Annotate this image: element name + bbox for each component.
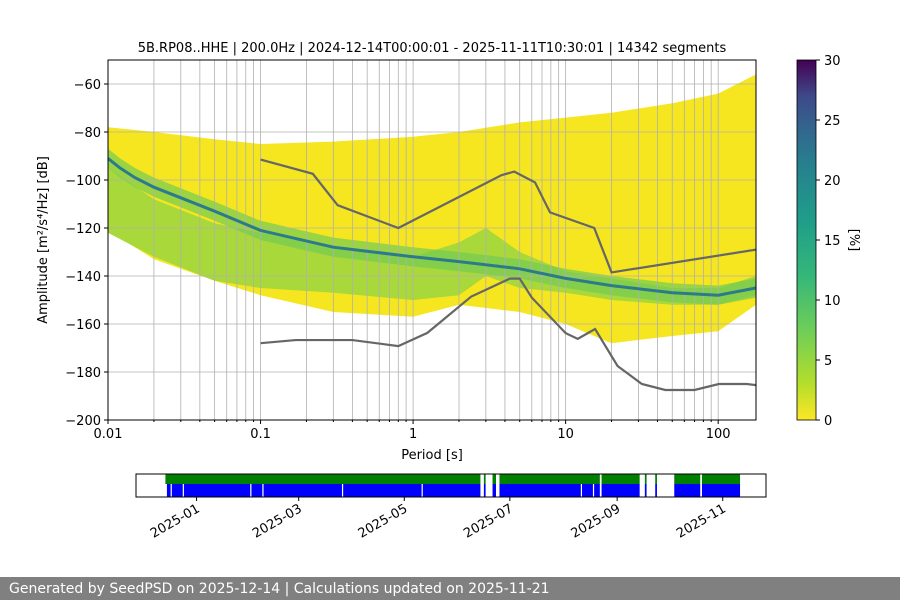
colorbar-tick-label: 0 — [824, 414, 832, 429]
timeline-tick-label: 2025-11 — [674, 501, 729, 541]
colorbar-tick-label: 5 — [824, 354, 832, 369]
chart-title: 5B.RP08..HHE | 200.0Hz | 2024-12-14T00:0… — [138, 41, 727, 56]
colorbar-tick-label: 30 — [824, 54, 841, 69]
y-axis-label: Amplitude [m²/s⁴/Hz] [dB] — [36, 156, 51, 324]
coverage-gap-thin — [250, 484, 252, 497]
coverage-gap-thin — [182, 484, 184, 497]
noise-model-nhnm — [260, 158, 756, 274]
colorbar — [796, 59, 817, 421]
coverage-gap — [599, 474, 602, 497]
y-tick-label: −120 — [65, 222, 101, 237]
coverage-bar-bottom — [166, 484, 741, 497]
timeline-tick-label: 2025-03 — [250, 501, 305, 541]
x-tick-label: 10 — [557, 427, 574, 442]
timeline-tick-label: 2025-07 — [461, 501, 516, 541]
colorbar-tick-label: 10 — [824, 294, 841, 309]
y-tick-label: −80 — [74, 126, 101, 141]
timeline-tick-label: 2025-05 — [356, 501, 411, 541]
coverage-gap — [485, 474, 493, 497]
footer-text: Generated by SeedPSD on 2025-12-14 | Cal… — [0, 577, 900, 600]
noise-model-nlnm — [260, 277, 756, 392]
x-tick-label: 0.01 — [94, 427, 123, 442]
x-tick-label: 100 — [706, 427, 731, 442]
timeline-tick-label: 2025-01 — [148, 501, 203, 541]
colorbar-label: [%] — [846, 229, 861, 252]
coverage-bar-top — [165, 474, 741, 484]
timeline-tick-label: 2025-09 — [569, 501, 624, 541]
coverage-gap-thin — [421, 484, 423, 497]
coverage-gap — [480, 474, 484, 497]
coverage-gap-thin — [341, 484, 344, 497]
x-axis-label: Period [s] — [401, 448, 463, 463]
y-tick-label: −180 — [65, 366, 101, 381]
y-tick-label: −160 — [65, 318, 101, 333]
coverage-gap — [700, 474, 702, 497]
coverage-gap — [496, 474, 500, 497]
y-tick-label: −200 — [65, 414, 101, 429]
coverage-gap-thin — [262, 484, 264, 497]
y-tick-label: −60 — [74, 78, 101, 93]
timeline-frame — [135, 473, 767, 498]
y-tick-label: −100 — [65, 174, 101, 189]
coverage-gap — [646, 474, 656, 497]
x-tick-label: 0.1 — [250, 427, 271, 442]
coverage-gap — [639, 474, 645, 497]
coverage-gap — [656, 474, 675, 497]
colorbar-tick-label: 15 — [824, 234, 841, 249]
plot-frame — [107, 59, 757, 421]
density-core — [108, 148, 756, 305]
y-tick-label: −140 — [65, 270, 101, 285]
density-band — [108, 168, 756, 305]
coverage-gap-thin — [592, 484, 595, 497]
colorbar-tick-label: 20 — [824, 174, 841, 189]
colorbar-tick-label: 25 — [824, 114, 841, 129]
coverage-gap-thin — [580, 484, 583, 497]
coverage-gap-thin — [170, 484, 172, 497]
mode-line — [108, 157, 756, 297]
x-tick-label: 1 — [409, 427, 417, 442]
